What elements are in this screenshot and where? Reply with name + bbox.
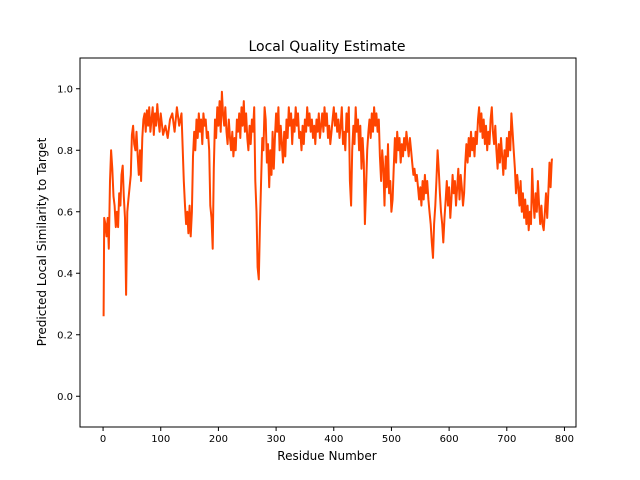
x-tick-label: 0 (100, 434, 106, 445)
series-line (102, 90, 553, 317)
x-tick-label: 700 (497, 434, 516, 445)
y-axis: 0.0 0.2 0.4 0.6 0.8 1.0 (57, 84, 80, 403)
x-axis: 0 100 200 300 400 500 600 700 800 (100, 427, 574, 445)
y-tick-label: 0.8 (57, 146, 73, 157)
x-tick-label: 200 (209, 434, 228, 445)
x-axis-label: Residue Number (277, 449, 376, 463)
chart-title: Local Quality Estimate (248, 39, 405, 55)
x-tick-label: 600 (440, 434, 459, 445)
y-axis-label: Predicted Local Similarity to Target (35, 137, 49, 346)
y-tick-label: 0.0 (57, 392, 73, 403)
plot-area (79, 57, 577, 428)
x-tick-label: 800 (555, 434, 574, 445)
plot-frame (79, 57, 577, 428)
y-tick-label: 0.6 (57, 207, 73, 218)
x-tick-label: 500 (382, 434, 401, 445)
series-layer (102, 90, 553, 317)
y-tick-label: 1.0 (57, 84, 73, 95)
y-tick-label: 0.2 (57, 330, 73, 341)
x-tick-label: 400 (324, 434, 343, 445)
x-tick-label: 100 (151, 434, 170, 445)
y-tick-label: 0.4 (57, 269, 73, 280)
x-tick-label: 300 (267, 434, 286, 445)
